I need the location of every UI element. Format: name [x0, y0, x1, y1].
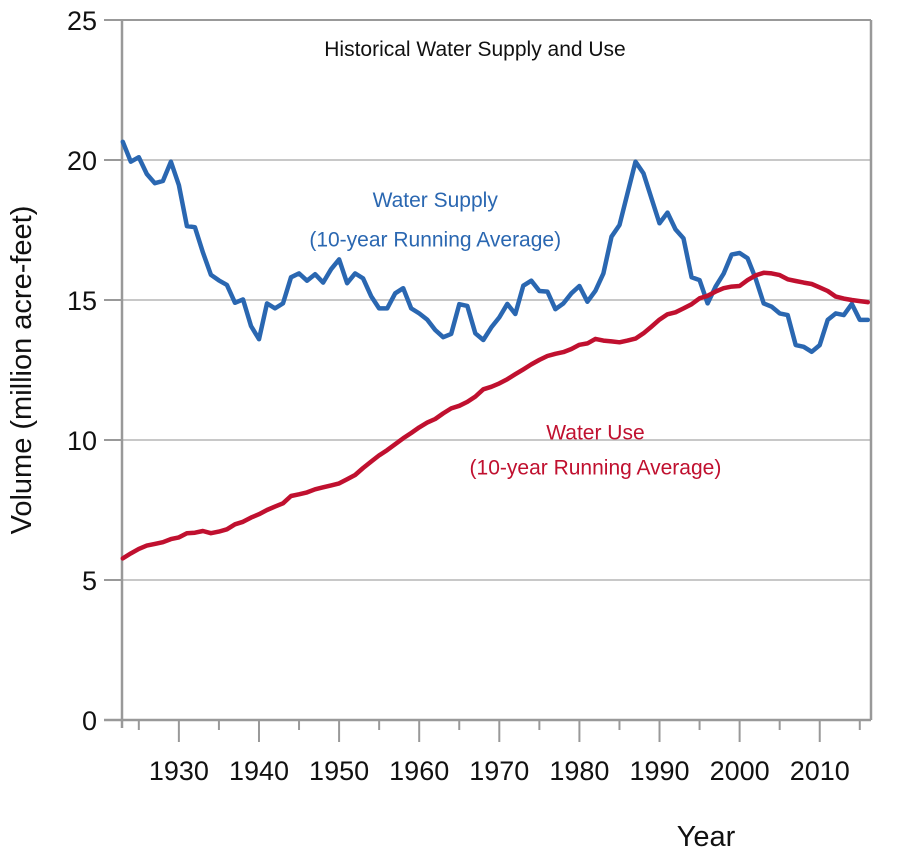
water-supply-line: [120, 139, 871, 355]
y-tick-label: 10: [67, 426, 97, 456]
water-use-line: [120, 270, 871, 561]
chart-title: Historical Water Supply and Use: [324, 38, 626, 61]
x-tick-label: 1990: [629, 756, 689, 786]
y-tick-label: 15: [67, 286, 97, 316]
y-tick-label: 20: [67, 146, 97, 176]
y-axis-label: Volume (million acre-feet): [6, 206, 38, 535]
y-tick-labels: 0 5 10 15 20 25: [67, 6, 97, 736]
x-axis-label: Year: [677, 821, 736, 853]
supply-annotation-line2: (10-year Running Average): [309, 228, 561, 251]
x-tick-label: 1980: [549, 756, 609, 786]
x-tick-label: 1970: [469, 756, 529, 786]
use-annotation-line2: (10-year Running Average): [470, 457, 722, 480]
x-tick-label: 2010: [790, 756, 850, 786]
series-annotations: Water Supply (10-year Running Average) W…: [309, 189, 721, 479]
x-tick-labels: 1930 1940 1950 1960 1970 1980 1990 2000 2010: [149, 756, 850, 786]
x-tick-label: 1960: [389, 756, 449, 786]
y-tick-label: 25: [67, 6, 97, 36]
use-annotation-line1: Water Use: [546, 422, 644, 445]
x-tick-label: 1950: [309, 756, 369, 786]
x-tick-label: 1930: [149, 756, 209, 786]
y-tick-label: 5: [82, 566, 97, 596]
series-lines: [120, 139, 871, 561]
x-tick-label: 2000: [710, 756, 770, 786]
supply-annotation-line1: Water Supply: [373, 189, 499, 212]
x-tick-label: 1940: [229, 756, 289, 786]
axes: [104, 19, 873, 742]
y-tick-label: 0: [82, 706, 97, 736]
